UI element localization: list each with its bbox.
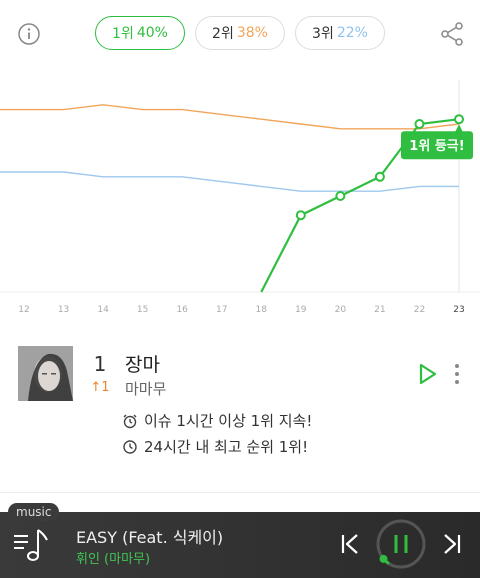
note-best: 24시간 내 최고 순위 1위! [122,436,308,457]
x-tick-label: 12 [18,305,29,315]
annotation-text: 1위 등극! [409,139,464,154]
now-playing-artist[interactable]: 휘인 (마마무) [76,552,151,567]
note-issue: 이슈 1시간 이상 1위 지속! [122,410,312,431]
series-line-3 [260,118,460,293]
tab-rank-3-label: 3위 [312,26,334,42]
music-tag: music [8,503,60,521]
rank-share-chart: 1위 등극! 12 13 14 15 16 17 18 19 20 21 22 23 [0,66,480,326]
song-title[interactable]: 장마 [125,354,160,376]
tab-rank-2-pct: 38% [236,25,268,41]
mini-player: EASY (Feat. 식케이) 휘인 (마마무) [0,512,480,578]
annotation-pointer [455,124,463,133]
rank-change-badge: ↑1 [90,380,110,395]
album-art[interactable] [18,346,73,401]
x-tick-label: 22 [414,305,425,315]
series-3-point [295,210,306,221]
pause-icon[interactable] [375,518,427,570]
series-3-point [414,119,425,129]
song-artist[interactable]: 마마무 [125,380,167,398]
annotation-box [401,131,473,160]
tab-rank-1-label: 1위 [112,26,134,42]
tab-rank-1-pct: 40% [136,25,168,41]
series-3-point [454,114,464,125]
x-tick-label: 17 [216,305,227,315]
chart-header: 1위 40% 2위 38% 3위 22% [0,0,480,66]
playlist-icon[interactable] [12,526,52,566]
info-icon[interactable] [16,21,42,47]
tab-rank-2[interactable]: 2위 38% [195,16,285,50]
alarm-clock-icon [123,414,137,428]
note-best-text: 24시간 내 최고 순위 1위! [144,438,309,456]
x-tick-label: 15 [137,305,148,315]
x-tick-label: 23 [453,305,464,315]
divider [0,492,480,493]
series-3-point [335,191,346,201]
clock-icon [123,439,137,454]
x-tick-label: 19 [295,305,307,315]
tab-rank-3[interactable]: 3위 22% [295,16,385,50]
tab-rank-2-label: 2위 [212,26,234,42]
series-3-point [374,171,385,182]
share-icon[interactable] [438,20,466,48]
series-line-1 [0,104,460,130]
rank-up-annotation: 1위 등극! [401,124,473,160]
x-tick-label: 13 [58,305,69,315]
chart-svg: 1위 등극! 12 13 14 15 16 17 18 19 20 21 22 23 [0,80,480,315]
play-icon[interactable] [414,361,440,387]
note-issue-text: 이슈 1시간 이상 1위 지속! [144,412,313,430]
x-tick-label: 16 [176,305,188,315]
x-tick-label: 18 [256,305,268,315]
now-playing-title[interactable]: EASY (Feat. 식케이) [76,528,224,547]
tab-rank-3-pct: 22% [336,25,368,41]
tab-rank-1[interactable]: 1위 40% [95,16,185,50]
series-line-2 [0,171,459,192]
x-tick-label: 21 [374,305,385,315]
x-tick-label: 14 [97,305,109,315]
x-tick-label: 20 [335,305,347,315]
skip-next-icon[interactable] [440,531,464,557]
song-row: 1 ↑1 장마 마마무 이슈 1시간 이상 1위 지속! 24시간 내 최고 [0,336,480,466]
skip-previous-icon[interactable] [338,531,362,557]
chart-rank: 1 [93,352,107,376]
more-vertical-icon[interactable] [450,361,464,387]
